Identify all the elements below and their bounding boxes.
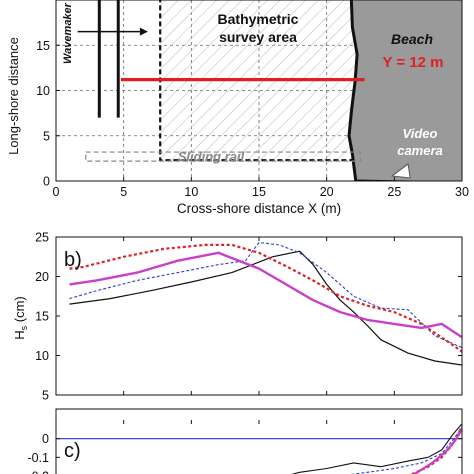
panel-b-ylabel-main: H — [12, 330, 27, 339]
panel-a-ylabel: Long-shore distance — [6, 37, 21, 155]
panel-c-label: c) — [64, 440, 81, 462]
beach-label: Beach — [391, 31, 433, 47]
panel-a-xtick-label: 10 — [184, 185, 198, 199]
panel-b-ylabel-unit: (cm) — [12, 296, 27, 326]
panel-b-ytick-label: 20 — [35, 270, 49, 284]
panel-a-xtick-label: 20 — [320, 185, 334, 199]
panel-c-series-line-1 — [291, 423, 462, 474]
panel-c-series — [56, 423, 462, 474]
panel-c-series-line-2 — [350, 427, 462, 474]
panel-c-ytick-label: -0.1 — [27, 451, 49, 465]
video-label: Video — [403, 126, 438, 141]
panel-b-axes: 5 10 15 20 25 — [35, 231, 463, 403]
camera-label: camera — [397, 143, 443, 158]
panel-a-ytick-label: 10 — [36, 84, 50, 98]
wavemaker-icon — [77, 0, 148, 118]
video-camera-icon — [390, 163, 411, 179]
panel-a-axes: 0 5 10 15 20 25 30 0 5 10 15 — [36, 39, 469, 199]
panel-c-axes: 0 -0.1 -0.2 — [27, 420, 463, 474]
panel-a-xtick-label: 30 — [455, 185, 469, 199]
wavemaker-label: Wavemaker — [62, 2, 74, 64]
panel-a-ytick-label: 15 — [36, 39, 50, 53]
panel-a: Wavemaker Bathymetric survey area Beach … — [6, 0, 469, 216]
panel-c-frame — [55, 408, 463, 474]
panel-a-xtick-label: 15 — [252, 185, 266, 199]
panel-b: 5 10 15 20 25 b) Hs (cm) — [12, 231, 463, 403]
panel-c-ytick-label: -0.2 — [27, 470, 49, 474]
panel-a-xtick-label: 5 — [120, 185, 127, 199]
panel-b-ylabel: Hs (cm) — [12, 296, 29, 340]
panel-b-ytick-label: 15 — [35, 310, 49, 324]
panel-c-series-line-4 — [412, 428, 462, 474]
panel-c: 0 -0.1 -0.2 c) — [27, 408, 463, 474]
panel-a-ytick-label: 0 — [43, 175, 50, 189]
panel-b-series-line-1 — [69, 250, 462, 366]
panel-b-series — [69, 241, 462, 366]
panel-b-ytick-label: 10 — [35, 349, 49, 363]
survey-label-line2: survey area — [219, 29, 297, 45]
panel-b-ytick-label: 5 — [42, 389, 49, 403]
panel-a-xlabel: Cross-shore distance X (m) — [177, 201, 341, 216]
panel-a-ytick-label: 5 — [43, 129, 50, 143]
survey-label-line1: Bathymetric — [218, 11, 299, 27]
panel-b-series-line-2 — [69, 241, 462, 349]
panel-c-ytick-label: 0 — [42, 432, 49, 446]
panel-b-ylabel-sub: s — [19, 325, 29, 330]
panel-b-label: b) — [64, 249, 82, 271]
panel-a-xtick-label: 0 — [53, 185, 60, 199]
beach-area — [347, 0, 462, 181]
panel-b-series-line-4 — [69, 251, 462, 339]
sliding-rail-label: Sliding rail — [178, 149, 245, 164]
transect-label: Y = 12 m — [382, 54, 443, 71]
panel-c-background — [56, 409, 462, 474]
panel-a-xtick-label: 25 — [387, 185, 401, 199]
panel-b-ytick-label: 25 — [35, 231, 49, 245]
panel-b-background — [56, 237, 462, 395]
sliding-rail — [85, 151, 362, 162]
